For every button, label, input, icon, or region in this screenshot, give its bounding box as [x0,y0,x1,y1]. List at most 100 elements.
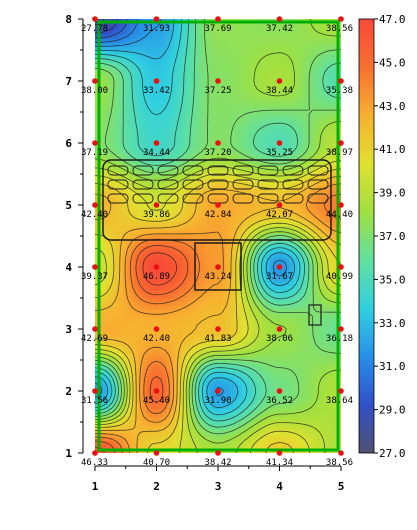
heat-cell [257,437,263,442]
heat-cell [150,30,156,36]
heat-cell [110,369,116,374]
heat-cell [245,190,251,195]
heat-cell [214,429,219,434]
heat-cell [186,389,191,394]
heat-cell [134,381,140,386]
heat-cell [237,361,243,366]
heat-cell [150,341,156,347]
heat-cell [182,433,187,438]
heat-cell [221,349,227,355]
heat-cell [269,202,275,207]
heat-cell [158,341,164,347]
heat-cell [114,98,120,104]
heat-cell [190,154,195,159]
heat-cell [237,397,243,402]
heat-cell [106,433,112,438]
heat-cell [166,142,171,148]
heat-cell [138,377,144,382]
heat-cell [134,230,140,235]
heat-cell [194,253,199,259]
heat-cell [130,253,136,259]
heat-cell [249,218,255,223]
heat-cell [98,357,104,363]
heat-cell [253,154,259,159]
heat-cell [170,337,175,343]
heat-cell [95,34,100,40]
heat-cell [102,421,108,426]
heat-cell [106,385,112,390]
heat-cell [218,134,223,140]
heat-cell [170,437,175,442]
heat-cell [265,226,271,231]
heat-cell [257,377,263,382]
heat-cell [253,86,259,92]
heat-cell [237,301,243,307]
heat-cell [130,413,136,418]
heat-cell [174,373,179,378]
heat-cell [98,106,104,112]
heat-cell [190,433,195,438]
heat-cell [214,425,219,430]
heat-cell [98,269,104,275]
heat-cell [102,42,108,48]
heat-cell [118,301,124,307]
heat-cell [166,222,171,227]
heat-cell [186,413,191,418]
heat-cell [273,94,279,100]
heat-cell [122,46,128,52]
heat-cell [95,26,100,32]
heat-cell [95,182,100,187]
heat-cell [95,421,100,426]
heat-cell [241,82,247,88]
heat-cell [198,146,203,151]
heat-cell [194,325,199,331]
heat-cell [245,222,251,227]
heat-cell [170,389,175,394]
heat-cell [102,293,108,299]
heat-cell [257,134,263,140]
heat-cell [210,305,215,311]
heat-cell [114,269,120,275]
heat-cell [134,361,140,366]
heat-cell [122,317,128,323]
heat-cell [241,389,247,394]
heat-cell [110,194,116,199]
heat-cell [229,54,235,60]
heat-cell [229,297,235,303]
heat-cell [178,118,183,124]
heat-cell [210,222,215,227]
heat-cell [154,369,160,374]
heat-cell [269,86,275,92]
heat-cell [182,34,187,40]
heat-cell [138,401,144,406]
heat-cell [261,377,267,382]
heat-cell [249,222,255,227]
heat-cell [194,70,199,76]
heat-cell [202,389,207,394]
heat-cell [190,86,195,92]
heat-cell [206,122,211,128]
heat-cell [202,277,207,283]
heat-cell [106,265,112,271]
heat-cell [225,249,231,255]
heat-cell [206,206,211,211]
heat-cell [154,154,160,159]
heat-cell [154,58,160,64]
heat-cell [110,261,116,267]
heat-cell [229,397,235,402]
heat-cell [106,273,112,279]
heat-cell [118,162,124,167]
heat-cell [194,445,199,450]
heat-cell [138,381,144,386]
heat-cell [166,70,171,76]
heat-cell [265,297,271,303]
heat-cell [218,305,223,311]
heat-cell [233,30,239,36]
heat-cell [229,369,235,374]
heat-cell [114,174,120,179]
heat-cell [261,285,267,291]
heat-cell [186,253,191,259]
heat-cell [102,345,108,351]
heat-cell [138,385,144,390]
heat-cell [178,281,183,287]
